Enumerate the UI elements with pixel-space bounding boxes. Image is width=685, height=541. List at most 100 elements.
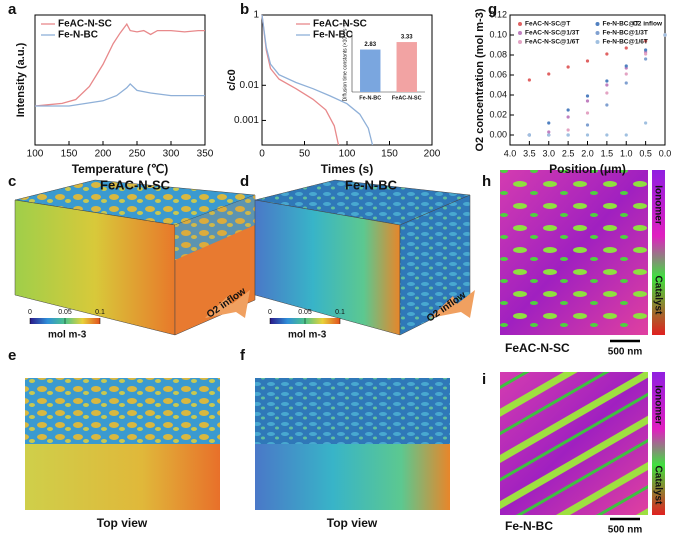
value-label: 3.33	[401, 35, 413, 41]
y-axis-label: O2 concentration (mol m-3)	[474, 8, 486, 151]
y-tick-label: 0.02	[489, 109, 507, 119]
x-tick-label: 200	[95, 149, 112, 160]
legend-label: Fe-N-BC	[313, 30, 353, 41]
y-tick-label: 0.10	[489, 29, 507, 39]
x-axis-label: Times (s)	[321, 162, 373, 176]
point	[527, 78, 531, 82]
arrow	[205, 290, 250, 318]
point	[585, 111, 590, 115]
panel-label: Fe-N-BC	[345, 177, 398, 192]
point	[547, 133, 551, 137]
point	[547, 121, 551, 125]
panel-label: FeAC-N-SC	[100, 177, 171, 192]
point	[605, 83, 609, 87]
point	[547, 130, 551, 134]
category-label: FeAC-N-SC	[392, 95, 422, 101]
x-tick-label: 100	[339, 149, 356, 160]
point	[566, 108, 570, 112]
panel-letter: f	[240, 347, 246, 364]
point	[547, 72, 551, 76]
panel-letter: h	[482, 173, 491, 190]
annotation: O2 inflow	[633, 21, 663, 28]
x-tick-label: 3.0	[542, 148, 555, 158]
x-tick-label: 350	[197, 149, 214, 160]
y-axis-label: c/c0	[226, 69, 238, 90]
value-label: 2.83	[364, 42, 376, 48]
panel-c	[14, 179, 256, 336]
y-tick-label: 0.01	[240, 80, 260, 91]
point	[605, 79, 609, 83]
x-axis-label: Temperature (℃)	[72, 162, 169, 176]
point	[585, 123, 590, 127]
unit: mol m-3	[288, 330, 327, 341]
x-tick-label: 200	[424, 149, 441, 160]
legend-label: Fe-N-BC@1/6T	[603, 39, 648, 46]
legend-swatch	[518, 31, 522, 35]
legend-label: Fe-N-BC@1/3T	[603, 30, 648, 37]
panel-letter: d	[240, 173, 249, 190]
x-tick-label: 0.5	[639, 148, 652, 158]
x-tick-label: 300	[163, 149, 180, 160]
color-bar	[652, 170, 665, 335]
x-tick-label: 0	[259, 149, 265, 160]
caption: Top view	[97, 516, 148, 530]
point	[527, 133, 531, 137]
line	[35, 82, 205, 107]
panel-letter: b	[240, 1, 249, 18]
legend-swatch	[518, 40, 522, 44]
point	[566, 115, 570, 119]
bar-label: Catalyst	[652, 276, 663, 316]
point	[644, 57, 648, 61]
panel-letter: g	[488, 1, 497, 18]
panel-d	[254, 179, 475, 336]
point	[605, 103, 609, 107]
colorbar-tick-label: 0.05	[58, 309, 72, 316]
point	[644, 52, 648, 56]
panel-label: Fe-N-BC	[505, 519, 553, 533]
y-tick-label: 0.04	[489, 89, 507, 99]
y-tick-label: 0.00	[489, 129, 507, 139]
colorbar-tick-label: 0.1	[95, 309, 105, 316]
line	[261, 14, 374, 146]
point	[624, 81, 628, 85]
caption: Top view	[327, 516, 378, 530]
point	[624, 46, 628, 50]
bar-label: Ionomer	[652, 185, 663, 225]
point	[605, 91, 609, 95]
point	[585, 94, 590, 98]
x-tick-label: 1.0	[620, 148, 633, 158]
point	[624, 133, 628, 137]
arrow	[430, 290, 475, 318]
top-view-upper	[25, 378, 220, 444]
y-tick-label: 0.08	[489, 49, 507, 59]
micrograph-catalyst	[500, 372, 648, 515]
top-view-lower	[255, 444, 450, 510]
legend-label: FeAC-N-SC	[313, 19, 367, 30]
legend-label: FeAC-N-SC@1/6T	[525, 39, 579, 46]
point	[663, 33, 667, 37]
legend-swatch	[595, 22, 600, 26]
point	[566, 65, 570, 69]
scale-label: 500 nm	[608, 347, 643, 358]
x-tick-label: 150	[381, 149, 398, 160]
panel-label: FeAC-N-SC	[505, 341, 570, 355]
legend-swatch	[518, 22, 522, 26]
point	[585, 99, 590, 103]
bar-label: Catalyst	[652, 466, 663, 506]
point	[624, 64, 628, 68]
color-bar	[652, 372, 665, 515]
legend-swatch	[595, 31, 600, 35]
unit: mol m-3	[48, 330, 87, 341]
point	[605, 133, 609, 137]
x-tick-label: 250	[129, 149, 146, 160]
x-tick-label: 1.5	[601, 148, 614, 158]
panel-letter: i	[482, 371, 486, 388]
y-tick-label: 1	[253, 10, 259, 21]
category-label: Fe-N-BC	[359, 95, 381, 101]
plot-frame	[34, 14, 206, 146]
legend-label: FeAC-N-SC@1/3T	[525, 30, 579, 37]
x-tick-label: 150	[61, 149, 78, 160]
colorbar-tick-label: 0	[268, 309, 272, 316]
y-tick-label: 0.001	[234, 115, 259, 126]
